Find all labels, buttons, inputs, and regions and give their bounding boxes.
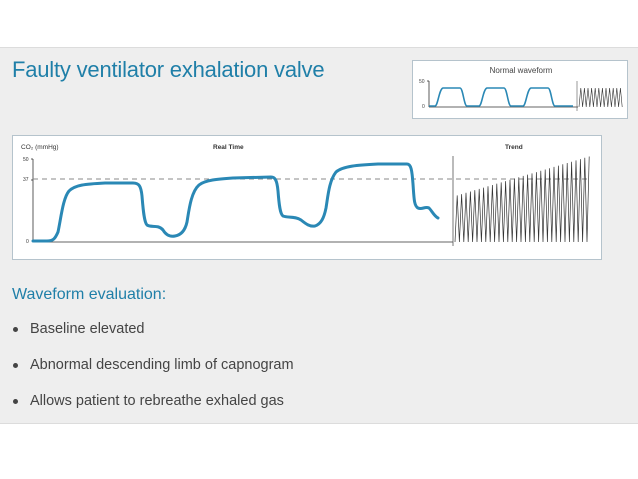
inset-y-tick-bottom: 0 bbox=[422, 104, 425, 110]
trend-label: Trend bbox=[505, 144, 523, 151]
realtime-waveform-line bbox=[31, 162, 440, 243]
bullet-text: Baseline elevated bbox=[30, 321, 145, 337]
capnogram-chart: CO₂ (mmHg) Real Time Trend 50 37 0 bbox=[12, 135, 602, 260]
slide: Faulty ventilator exhalation valve Norma… bbox=[0, 47, 638, 424]
y-tick-bottom: 0 bbox=[26, 239, 29, 245]
trend-waveform bbox=[454, 156, 590, 243]
inset-y-tick-top: 50 bbox=[419, 79, 425, 85]
inset-label: Normal waveform bbox=[489, 66, 553, 75]
bullet-icon bbox=[13, 399, 18, 404]
trend-trace bbox=[578, 87, 623, 108]
y-axis-label: CO₂ (mmHg) bbox=[21, 144, 59, 151]
y-tick-top: 50 bbox=[23, 157, 29, 163]
realtime-label: Real Time bbox=[213, 144, 244, 151]
bullet-text: Allows patient to rebreathe exhaled gas bbox=[30, 393, 284, 409]
normal-waveform-plot: 50 0 bbox=[419, 79, 623, 111]
bullet-text: Abnormal descending limb of capnogram bbox=[30, 357, 294, 373]
section-heading: Waveform evaluation: bbox=[12, 286, 167, 303]
bullet-icon bbox=[13, 363, 18, 368]
capnogram-plot: CO₂ (mmHg) Real Time Trend 50 37 0 bbox=[21, 144, 591, 246]
slide-title: Faulty ventilator exhalation valve bbox=[12, 57, 325, 82]
y-tick-mid: 37 bbox=[23, 177, 29, 183]
bullet-list: Baseline elevated Abnormal descending li… bbox=[12, 320, 294, 428]
trend-trace bbox=[454, 156, 590, 243]
normal-waveform-line bbox=[429, 87, 573, 107]
list-item: Abnormal descending limb of capnogram bbox=[12, 356, 294, 392]
bullet-icon bbox=[13, 327, 18, 332]
list-item: Allows patient to rebreathe exhaled gas bbox=[12, 392, 294, 428]
list-item: Baseline elevated bbox=[12, 320, 294, 356]
inset-trend bbox=[578, 87, 623, 108]
normal-waveform-inset: Normal waveform 50 0 bbox=[412, 60, 628, 119]
